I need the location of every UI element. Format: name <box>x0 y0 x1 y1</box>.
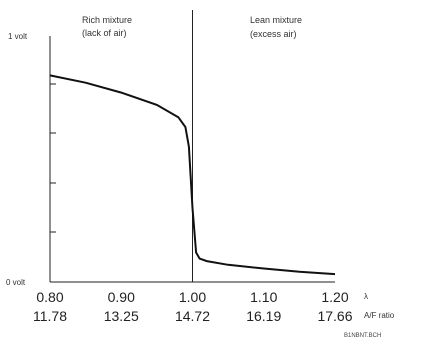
lambda-tick-label: 1.10 <box>250 289 277 305</box>
y-ticks <box>50 83 56 233</box>
lambda-tick-labels: 0.80 0.90 1.00 1.10 1.20 <box>36 289 348 305</box>
figure-code: B1NBNT.BCH <box>344 333 381 339</box>
af-tick-label: 13.25 <box>104 308 139 324</box>
lean-region-line2: (excess air) <box>250 29 297 39</box>
lambda-tick-label: 1.20 <box>321 289 348 305</box>
af-tick-label: 11.78 <box>33 308 67 324</box>
lambda-axis-label: λ <box>364 292 368 301</box>
y-bottom-label: 0 volt <box>6 278 26 287</box>
sensor-voltage-curve <box>49 74 336 276</box>
lambda-tick-label: 0.90 <box>108 289 135 305</box>
af-tick-label: 14.72 <box>175 308 210 324</box>
y-top-label: 1 volt <box>8 32 28 41</box>
af-tick-label: 17.66 <box>317 308 352 324</box>
lambda-tick-label: 1.00 <box>179 289 206 305</box>
rich-region-line1: Rich mixture <box>82 15 132 25</box>
rich-region-line2: (lack of air) <box>82 28 127 38</box>
af-axis-label: A/F ratio <box>364 311 395 320</box>
af-ratio-tick-labels: 11.78 13.25 14.72 16.19 17.66 <box>33 308 353 324</box>
lean-region-line1: Lean mixture <box>250 15 302 25</box>
lambda-tick-label: 0.80 <box>36 289 63 305</box>
af-tick-label: 16.19 <box>246 308 281 324</box>
